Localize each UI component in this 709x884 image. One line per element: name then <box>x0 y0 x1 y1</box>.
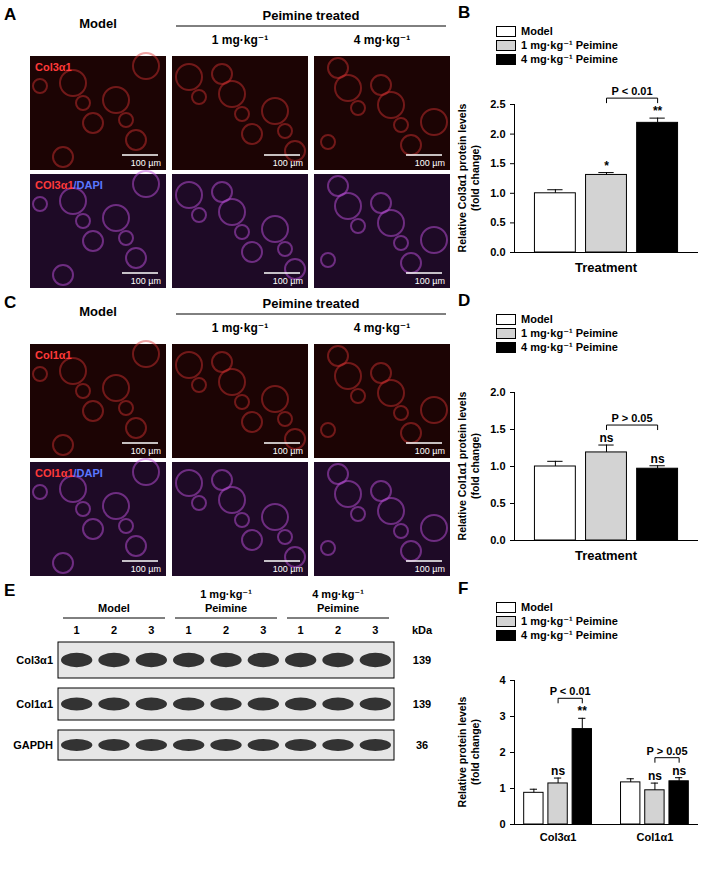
svg-text:1.5: 1.5 <box>490 157 505 169</box>
svg-text:Col1α1: Col1α1 <box>16 698 53 710</box>
svg-text:Relative Col1α1 protein levels: Relative Col1α1 protein levels(fold chan… <box>456 391 481 540</box>
svg-text:2: 2 <box>335 624 341 636</box>
svg-text:2: 2 <box>499 746 505 758</box>
svg-text:Model: Model <box>79 304 117 319</box>
html-text:1 mg·kg⁻¹ Peimine: 1 mg·kg⁻¹ Peimine <box>521 326 618 339</box>
svg-text:*: * <box>604 159 609 173</box>
svg-text:0.5: 0.5 <box>490 497 505 509</box>
svg-text:0.5: 0.5 <box>490 216 505 228</box>
svg-text:100 µm: 100 µm <box>131 158 161 168</box>
svg-text:ns: ns <box>599 431 613 445</box>
html-text:4 mg·kg⁻¹ Peimine: 4 mg·kg⁻¹ Peimine <box>521 628 618 641</box>
html-text:F: F <box>458 579 469 598</box>
svg-text:ns: ns <box>551 764 565 778</box>
svg-text:Model: Model <box>98 602 130 614</box>
html-text:4 mg·kg⁻¹ Peimine: 4 mg·kg⁻¹ Peimine <box>521 52 618 65</box>
svg-text:100 µm: 100 µm <box>415 446 445 456</box>
svg-text:100 µm: 100 µm <box>273 564 303 574</box>
svg-text:GAPDH: GAPDH <box>13 739 53 751</box>
svg-text:P > 0.05: P > 0.05 <box>646 745 687 757</box>
svg-text:Col3α1: Col3α1 <box>16 654 53 666</box>
svg-text:**: ** <box>653 104 663 118</box>
svg-text:100 µm: 100 µm <box>273 158 303 168</box>
html-text:Treatment: Treatment <box>574 548 638 563</box>
svg-text:3: 3 <box>260 624 266 636</box>
svg-text:Model: Model <box>79 16 117 31</box>
svg-text:100 µm: 100 µm <box>131 446 161 456</box>
svg-text:Relative Col3α1 protein levels: Relative Col3α1 protein levels(fold chan… <box>456 103 481 252</box>
svg-text:100 µm: 100 µm <box>131 564 161 574</box>
svg-text:Relative protein levels(fold c: Relative protein levels(fold change) <box>456 696 481 807</box>
svg-text:4 mg·kg⁻¹: 4 mg·kg⁻¹ <box>354 33 410 47</box>
svg-text:1: 1 <box>298 624 304 636</box>
svg-text:100 µm: 100 µm <box>415 276 445 286</box>
svg-text:3: 3 <box>499 710 505 722</box>
svg-text:1.0: 1.0 <box>490 187 505 199</box>
svg-text:100 µm: 100 µm <box>273 276 303 286</box>
html-text:D: D <box>458 291 471 310</box>
svg-text:C: C <box>4 293 16 312</box>
svg-text:4: 4 <box>499 674 506 686</box>
svg-text:1.0: 1.0 <box>490 460 505 472</box>
svg-text:1: 1 <box>499 782 505 794</box>
svg-text:1: 1 <box>74 624 80 636</box>
svg-text:P < 0.01: P < 0.01 <box>612 85 653 97</box>
svg-text:1 mg·kg⁻¹: 1 mg·kg⁻¹ <box>212 33 268 47</box>
svg-text:2: 2 <box>223 624 229 636</box>
svg-text:36: 36 <box>416 739 428 751</box>
svg-text:E: E <box>4 581 15 600</box>
svg-text:0.0: 0.0 <box>490 246 505 258</box>
svg-text:100 µm: 100 µm <box>131 276 161 286</box>
svg-text:kDa: kDa <box>412 624 433 636</box>
html-text:Model: Model <box>521 25 553 37</box>
svg-text:COl3α1/DAPI: COl3α1/DAPI <box>35 179 103 191</box>
html-text:1 mg·kg⁻¹ Peimine: 1 mg·kg⁻¹ Peimine <box>521 614 618 627</box>
svg-text:3: 3 <box>372 624 378 636</box>
svg-text:3: 3 <box>148 624 154 636</box>
svg-text:Col3α1: Col3α1 <box>35 61 72 73</box>
html-text:B: B <box>458 3 471 22</box>
svg-text:2.0: 2.0 <box>490 386 505 398</box>
svg-text:1 mg·kg⁻¹: 1 mg·kg⁻¹ <box>200 588 252 600</box>
svg-text:COl1α1/DAPI: COl1α1/DAPI <box>35 467 103 479</box>
svg-text:P > 0.05: P > 0.05 <box>612 412 653 424</box>
svg-text:139: 139 <box>413 698 431 710</box>
svg-text:2.5: 2.5 <box>490 98 505 110</box>
svg-text:139: 139 <box>413 654 431 666</box>
svg-text:P < 0.01: P < 0.01 <box>550 685 591 697</box>
svg-text:Col1α1: Col1α1 <box>35 349 72 361</box>
html-text:Model: Model <box>521 313 553 325</box>
svg-text:4 mg·kg⁻¹: 4 mg·kg⁻¹ <box>354 321 410 335</box>
html-text:1 mg·kg⁻¹ Peimine: 1 mg·kg⁻¹ Peimine <box>521 38 618 51</box>
svg-text:ns: ns <box>672 764 686 778</box>
svg-text:ns: ns <box>651 452 665 466</box>
html-text:Treatment: Treatment <box>574 260 638 275</box>
html-text:Model: Model <box>521 601 553 613</box>
svg-text:1.5: 1.5 <box>490 423 505 435</box>
svg-text:Peimine: Peimine <box>205 602 247 614</box>
svg-text:Peimine: Peimine <box>317 602 359 614</box>
html-text:4 mg·kg⁻¹ Peimine: 4 mg·kg⁻¹ Peimine <box>521 340 618 353</box>
svg-text:2: 2 <box>111 624 117 636</box>
svg-text:Peimine treated: Peimine treated <box>263 8 360 23</box>
svg-text:Col1α1: Col1α1 <box>637 831 674 843</box>
svg-text:**: ** <box>578 704 588 718</box>
svg-text:Peimine treated: Peimine treated <box>263 296 360 311</box>
svg-text:0: 0 <box>499 818 505 830</box>
svg-text:100 µm: 100 µm <box>415 158 445 168</box>
svg-text:1: 1 <box>186 624 192 636</box>
svg-text:ns: ns <box>648 769 662 783</box>
svg-text:0.0: 0.0 <box>490 534 505 546</box>
svg-text:100 µm: 100 µm <box>415 564 445 574</box>
svg-text:100 µm: 100 µm <box>273 446 303 456</box>
svg-text:1 mg·kg⁻¹: 1 mg·kg⁻¹ <box>212 321 268 335</box>
svg-text:A: A <box>4 5 16 24</box>
svg-text:4 mg·kg⁻¹: 4 mg·kg⁻¹ <box>312 588 364 600</box>
svg-text:2.0: 2.0 <box>490 128 505 140</box>
svg-text:Col3α1: Col3α1 <box>540 831 577 843</box>
